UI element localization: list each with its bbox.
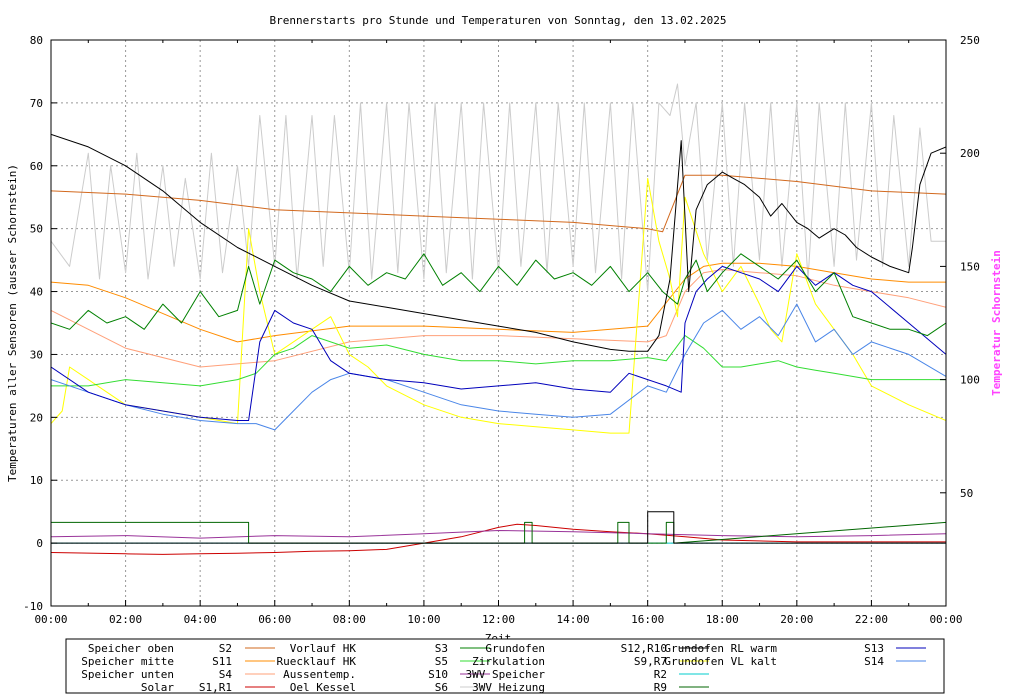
series-lines — [51, 83, 946, 555]
y-tick-label: 40 — [30, 286, 43, 299]
series-line-grundofen — [51, 133, 946, 352]
y-tick-label: 50 — [30, 223, 43, 236]
y-tick-label: -10 — [23, 600, 43, 613]
y-tick-label: 70 — [30, 97, 43, 110]
y2-tick-label: 100 — [960, 374, 980, 387]
y-tick-label: 30 — [30, 348, 43, 361]
x-tick-label: 20:00 — [780, 613, 813, 626]
legend-3wv-heizung-label: 3WV Heizung — [472, 681, 545, 694]
series-line-brennerstarts — [51, 511, 946, 544]
series-line-speicher-oben — [51, 174, 946, 233]
legend-grundofen-vl-kalt-label: Grundofen VL kalt — [664, 655, 777, 668]
legend-grundofen-rl-warm-label: Grundofen RL warm — [664, 642, 777, 655]
legend-grundofen-rl-warm-code: S13 — [864, 642, 884, 655]
x-tick-label: 06:00 — [258, 613, 291, 626]
legend-oel-kessel-code: S6 — [435, 681, 448, 694]
legend-ruecklauf-hk-code: S5 — [435, 655, 448, 668]
y-tick-label: 0 — [36, 537, 43, 550]
legend-ruecklauf-hk-label: Ruecklauf HK — [277, 655, 357, 668]
y2-tick-label: 50 — [960, 487, 973, 500]
series-line-solar — [51, 523, 946, 555]
y-tick-label: 10 — [30, 474, 43, 487]
legend-speicher-mitte-code: S11 — [212, 655, 232, 668]
y-tick-label: 20 — [30, 411, 43, 424]
series-line-speicher-unten — [51, 269, 946, 368]
y2-tick-label: 250 — [960, 34, 980, 47]
y2-axis-label: Temperatur Schornstein — [990, 250, 1003, 396]
legend: Speicher oben S2 Speicher mitte S11 Speicher… — [81, 642, 926, 694]
series-line-zirkulation — [51, 177, 946, 434]
y2-tick-label: 200 — [960, 147, 980, 160]
x-tick-label: 22:00 — [855, 613, 888, 626]
legend-3wv-heizung-code: R9 — [654, 681, 667, 694]
x-tick-label: 12:00 — [482, 613, 515, 626]
x-tick-label: 00:00 — [34, 613, 67, 626]
series-line-grundofen-vl-kalt — [51, 303, 946, 431]
series-line-grundofen-rl-warm — [51, 265, 946, 421]
y-tick-label: 60 — [30, 160, 43, 173]
legend-zirkulation-label: Zirkulation — [472, 655, 545, 668]
legend-speicher-oben-label: Speicher oben — [88, 642, 174, 655]
legend-solar-code: S1,R1 — [199, 681, 232, 694]
legend-oel-kessel-label: Oel Kessel — [290, 681, 356, 694]
legend-3wv-speicher-code: R2 — [654, 668, 667, 681]
legend-vorlauf-hk-label: Vorlauf HK — [290, 642, 357, 655]
x-tick-label: 16:00 — [631, 613, 664, 626]
legend-solar-label: Solar — [141, 681, 174, 694]
x-tick-label: 02:00 — [109, 613, 142, 626]
series-line-vorlauf-hk — [51, 253, 946, 337]
legend-box — [65, 638, 945, 694]
x-tick-label: 00:00 — [929, 613, 962, 626]
legend-3wv-speicher-label: 3WV Speicher — [466, 668, 546, 681]
legend-grundofen-vl-kalt-code: S14 — [864, 655, 884, 668]
series-line-oel-kessel — [51, 83, 946, 293]
legend-vorlauf-hk-code: S3 — [435, 642, 448, 655]
axis-ticks: 00:00 02:00 04:00 06:00 08:00 10:00 12:00 14:00… — [23, 34, 980, 626]
legend-zirkulation-code: S9,R7 — [634, 655, 667, 668]
legend-grundofen-label: Grundofen — [485, 642, 545, 655]
y-axis-label: Temperaturen aller Sensoren (ausser Scho… — [6, 164, 19, 482]
x-tick-label: 04:00 — [184, 613, 217, 626]
legend-speicher-unten-label: Speicher unten — [81, 668, 174, 681]
x-tick-label: 10:00 — [407, 613, 440, 626]
series-line-ruecklauf-hk — [51, 335, 946, 387]
x-tick-label: 14:00 — [557, 613, 590, 626]
y-tick-label: 80 — [30, 34, 43, 47]
chart-title: Brennerstarts pro Stunde und Temperature… — [270, 14, 727, 27]
legend-aussentemp--label: Aussentemp. — [283, 668, 356, 681]
y2-tick-label: 150 — [960, 260, 980, 273]
legend-speicher-oben-code: S2 — [219, 642, 232, 655]
x-tick-label: 08:00 — [333, 613, 366, 626]
legend-speicher-unten-code: S4 — [219, 668, 233, 681]
legend-aussentemp--code: S10 — [428, 668, 448, 681]
x-tick-label: 18:00 — [706, 613, 739, 626]
legend-speicher-mitte-label: Speicher mitte — [81, 655, 174, 668]
series-line-aussentemp- — [51, 530, 946, 539]
legend-grundofen-code: S12,R10 — [621, 642, 667, 655]
series-line-speicher-mitte — [51, 262, 946, 343]
